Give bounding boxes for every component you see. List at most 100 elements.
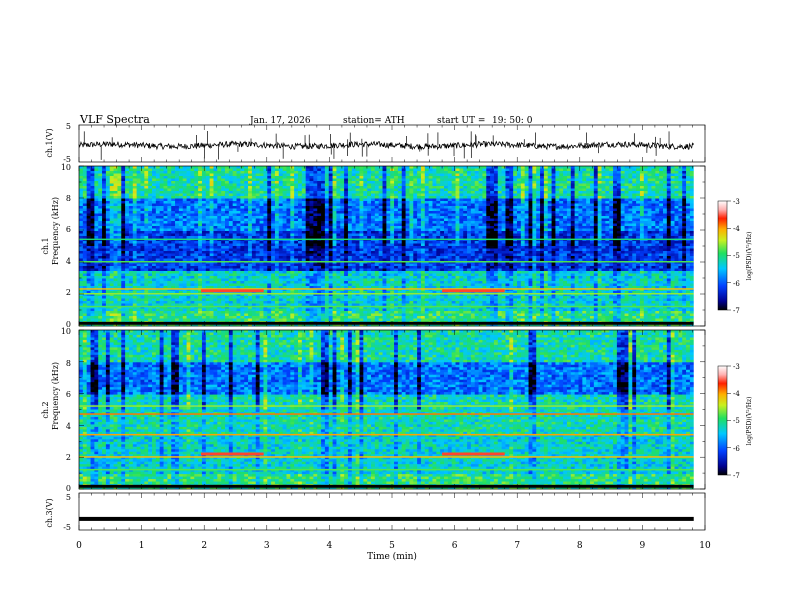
spectrogram-cell [82,166,88,169]
spectrogram-cell [90,201,95,204]
spectrogram-cell [463,181,468,184]
spectrogram-cell [517,198,522,202]
spectrogram-cell [163,218,168,222]
spectrogram-cell [559,171,564,174]
spectrogram-cell [105,171,111,174]
spectrogram-cell [236,218,241,222]
spectrogram-cell [636,181,641,184]
spectrogram-cell [397,191,403,194]
spectrogram-cell [490,231,495,234]
spectrogram-cell [282,183,287,187]
spectrogram-cell [432,233,437,237]
spectrogram-cell [390,186,395,189]
spectrogram-cell [570,198,576,202]
spectrogram-cell [459,178,464,182]
spectrogram-cell [555,196,560,199]
spectrogram-cell [528,213,533,217]
spectrogram-cell [609,168,614,172]
spectrogram-cell [205,233,211,237]
spectrogram-cell [655,173,660,177]
spectrogram-cell [201,173,207,177]
spectrogram-cell [144,233,149,237]
spectrogram-cell [605,218,610,222]
spectrogram-cell [593,188,599,192]
spectrogram-cell [486,211,491,214]
spectrogram-cell [444,226,449,229]
spectrogram-cell [632,221,637,224]
spectrogram-cell [171,231,176,234]
spectrogram-cell [351,193,357,197]
spectrogram-cell [213,226,218,229]
spectrogram-cell [128,203,134,207]
spectrogram-cell [413,226,418,229]
spectrogram-cell [532,193,537,197]
spectrogram-cell [624,168,629,172]
spectrogram-cell [236,176,241,179]
spectrogram-cell [378,221,383,224]
spectrogram-cell [86,208,91,212]
spectrogram-cell [643,206,649,209]
spectrogram-cell [144,241,149,244]
spectrogram-cell [321,226,326,229]
spectrogram-cell [390,228,395,232]
spectrogram-cell [225,221,230,224]
spectrogram-cell [347,196,353,199]
spectrogram-cell [390,183,395,187]
spectrogram-cell [647,178,652,182]
spectrogram-cell [459,213,464,217]
spectrogram-cell [371,193,376,197]
spectrogram-cell [628,203,633,207]
spectrogram-cell [632,226,637,229]
spectrogram-cell [228,221,234,224]
spectrogram-cell [359,226,364,229]
spectrogram-cell [221,208,226,212]
spectrogram-cell [474,233,479,237]
spectrogram-cell [436,166,441,169]
spectrogram-cell [593,186,599,189]
spectrogram-cell [355,188,360,192]
spectrogram-cell [274,226,280,229]
spectrogram-cell [463,191,468,194]
spectrogram-cell [613,188,618,192]
spectrogram-cell [490,183,495,187]
spectrogram-cell [144,211,149,214]
spectrogram-cell [90,233,95,237]
spectrogram-cell [390,166,395,169]
spectrogram-cell [286,231,291,234]
spectrogram-cell [401,213,406,217]
spectrogram-cell [543,173,549,177]
figure-title: VLF Spectra [79,113,150,126]
spectrogram-cell [313,188,318,192]
spectrogram-cell [128,166,134,169]
spectrogram-cell [689,176,695,179]
spectrogram-cell [420,236,426,239]
spectrogram-cell [317,221,322,224]
spectrogram-cell [98,208,103,212]
spectrogram-cell [605,188,610,192]
spectrogram-cell [555,226,560,229]
spectrogram-cell [590,183,595,187]
spectrogram-cell [482,181,487,184]
spectrogram-cell [486,201,491,204]
spectrogram-cell [470,213,476,217]
spectrogram-cell [125,171,130,174]
spectrogram-cell [175,166,180,169]
spectrogram-cell [251,198,257,202]
spectrogram-cell [578,213,583,217]
spectrogram-cell [505,166,510,169]
spectrogram-cell [447,206,453,209]
spectrogram-cell [478,181,483,184]
spectrogram-cell [332,186,337,189]
spectrogram-cell [593,181,599,184]
spectrogram-cell [109,228,114,232]
spectrogram-cell [144,171,149,174]
spectrogram-cell [378,208,383,212]
spectrogram-cell [505,173,510,177]
spectrogram-cell [382,233,387,237]
spectrogram-cell [632,203,637,207]
spectrogram-cell [232,231,237,234]
spectrogram-cell [186,231,191,234]
spectrogram-cell [332,198,337,202]
spectrogram-cell [228,191,234,194]
spectrogram-cell [593,231,599,234]
